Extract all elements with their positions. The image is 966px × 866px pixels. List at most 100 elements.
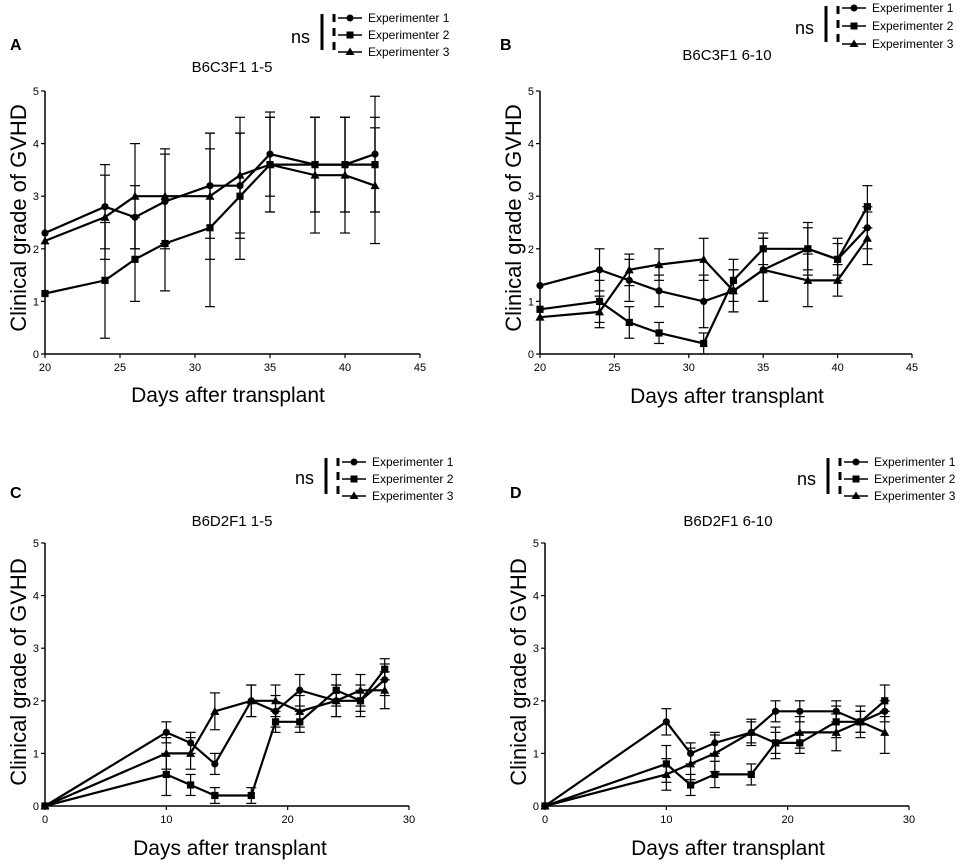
panel-label-c: C <box>10 485 22 502</box>
x-tick-label: 40 <box>831 362 843 374</box>
data-point-circle <box>662 718 670 726</box>
legend-marker-triangle <box>849 39 859 47</box>
legend-label: Experimenter 3 <box>872 37 954 51</box>
data-point-circle <box>771 707 780 715</box>
y-tick-label: 5 <box>528 86 534 98</box>
legend-label: Experimenter 1 <box>368 11 450 25</box>
data-point-triangle <box>271 696 281 705</box>
legend-label: Experimenter 3 <box>372 489 454 503</box>
data-point-triangle <box>186 748 196 757</box>
data-point-square <box>271 718 280 726</box>
series-experimenter-3 <box>40 116 380 260</box>
data-point-square <box>101 276 109 284</box>
series-line <box>544 699 886 808</box>
legend-entry-experimenter-1: Experimenter 1 <box>842 1 954 15</box>
y-tick-label: 2 <box>33 244 39 256</box>
x-tick-label: 35 <box>264 362 276 374</box>
data-point-triangle <box>624 265 634 274</box>
x-tick-label: 30 <box>403 814 415 826</box>
y-tick-label: 5 <box>33 86 39 98</box>
series-experimenter-2 <box>541 684 890 810</box>
x-tick-label: 45 <box>414 362 426 374</box>
legend-c: ns Experimenter 1 Experimenter 2 Experim… <box>295 455 454 503</box>
panel-label-b: B <box>500 37 512 54</box>
x-tick-label: 0 <box>42 814 48 826</box>
y-tick-label: 3 <box>33 191 39 203</box>
data-point-square <box>41 289 49 298</box>
series-line <box>44 678 386 807</box>
series-experimenter-1 <box>536 206 873 329</box>
data-point-circle <box>211 760 219 768</box>
data-point-square <box>687 781 695 789</box>
x-tick-label: 10 <box>660 814 672 826</box>
legend-entry-experimenter-2: Experimenter 2 <box>338 28 450 42</box>
data-point-triangle <box>100 212 110 221</box>
data-point-triangle <box>40 801 50 810</box>
y-tick-label: 0 <box>533 801 539 813</box>
series-line <box>44 163 375 295</box>
x-tick-label: 20 <box>534 362 546 374</box>
panel-title-a: B6C3F1 1-5 <box>192 59 273 76</box>
series-line <box>544 710 886 807</box>
data-point-circle <box>41 229 49 237</box>
data-point-triangle <box>210 706 220 715</box>
series-experimenter-3 <box>535 211 873 329</box>
data-point-triangle <box>728 286 738 295</box>
ns-label-c: ns <box>295 468 314 488</box>
y-tick-label: 0 <box>33 801 39 813</box>
x-tick-label: 25 <box>114 362 126 374</box>
x-tick-label: 20 <box>39 362 51 374</box>
x-axis-label-b: Days after transplant <box>630 385 824 408</box>
data-point-circle <box>796 707 804 715</box>
series-line <box>539 206 869 345</box>
x-axis-label-d: Days after transplant <box>631 837 825 860</box>
data-point-square <box>625 318 633 327</box>
legend-marker-circle <box>350 458 358 466</box>
series-experimenter-3 <box>540 705 890 810</box>
legend-entry-experimenter-3: Experimenter 3 <box>342 489 454 503</box>
x-tick-label: 10 <box>160 814 172 826</box>
legend-marker-triangle <box>345 47 355 55</box>
x-tick-label: 30 <box>683 362 695 374</box>
data-point-triangle <box>710 748 720 757</box>
data-point-circle <box>162 728 170 736</box>
legend-marker-square <box>346 31 354 39</box>
data-point-circle <box>700 297 708 305</box>
legend-entry-experimenter-2: Experimenter 2 <box>842 19 954 33</box>
legend-entry-experimenter-3: Experimenter 3 <box>338 45 450 59</box>
y-tick-label: 2 <box>528 244 534 256</box>
data-point-triangle <box>535 312 545 321</box>
series-line <box>44 689 385 808</box>
data-point-triangle <box>246 696 256 705</box>
y-axis-label-d: Clinical grade of GVHD <box>506 558 531 785</box>
ns-label-d: ns <box>797 469 816 489</box>
legend-label: Experimenter 1 <box>874 455 956 469</box>
y-tick-label: 5 <box>533 538 539 550</box>
legend-label: Experimenter 1 <box>872 1 954 15</box>
legend-marker-square <box>350 475 358 483</box>
data-point-circle <box>655 287 663 295</box>
legend-label: Experimenter 2 <box>372 472 454 486</box>
panel-title-c: B6D2F1 1-5 <box>192 513 273 530</box>
panel-b: B B6C3F1 6-10 Days after transplant Clin… <box>500 1 954 408</box>
panel-a: A B6C3F1 1-5 Days after transplant Clini… <box>6 11 450 407</box>
data-point-square <box>187 781 195 789</box>
data-point-triangle <box>540 801 550 810</box>
legend-label: Experimenter 2 <box>874 472 956 486</box>
ns-label-b: ns <box>795 18 814 38</box>
y-axis-label-b: Clinical grade of GVHD <box>501 104 526 331</box>
y-axis-label-c: Clinical grade of GVHD <box>6 558 31 785</box>
y-axis-label-a: Clinical grade of GVHD <box>6 104 31 331</box>
y-tick-label: 1 <box>33 748 39 760</box>
y-tick-label: 1 <box>528 296 534 308</box>
data-point-triangle <box>686 759 696 768</box>
data-point-triangle <box>355 685 365 694</box>
x-tick-label: 40 <box>339 362 351 374</box>
panel-title-b: B6C3F1 6-10 <box>682 47 771 64</box>
data-point-triangle <box>380 685 390 694</box>
x-tick-label: 30 <box>903 814 915 826</box>
legend-b: ns Experimenter 1 Experimenter 2 Experim… <box>795 1 954 51</box>
data-point-square <box>247 791 255 800</box>
legend-marker-circle <box>852 458 860 466</box>
